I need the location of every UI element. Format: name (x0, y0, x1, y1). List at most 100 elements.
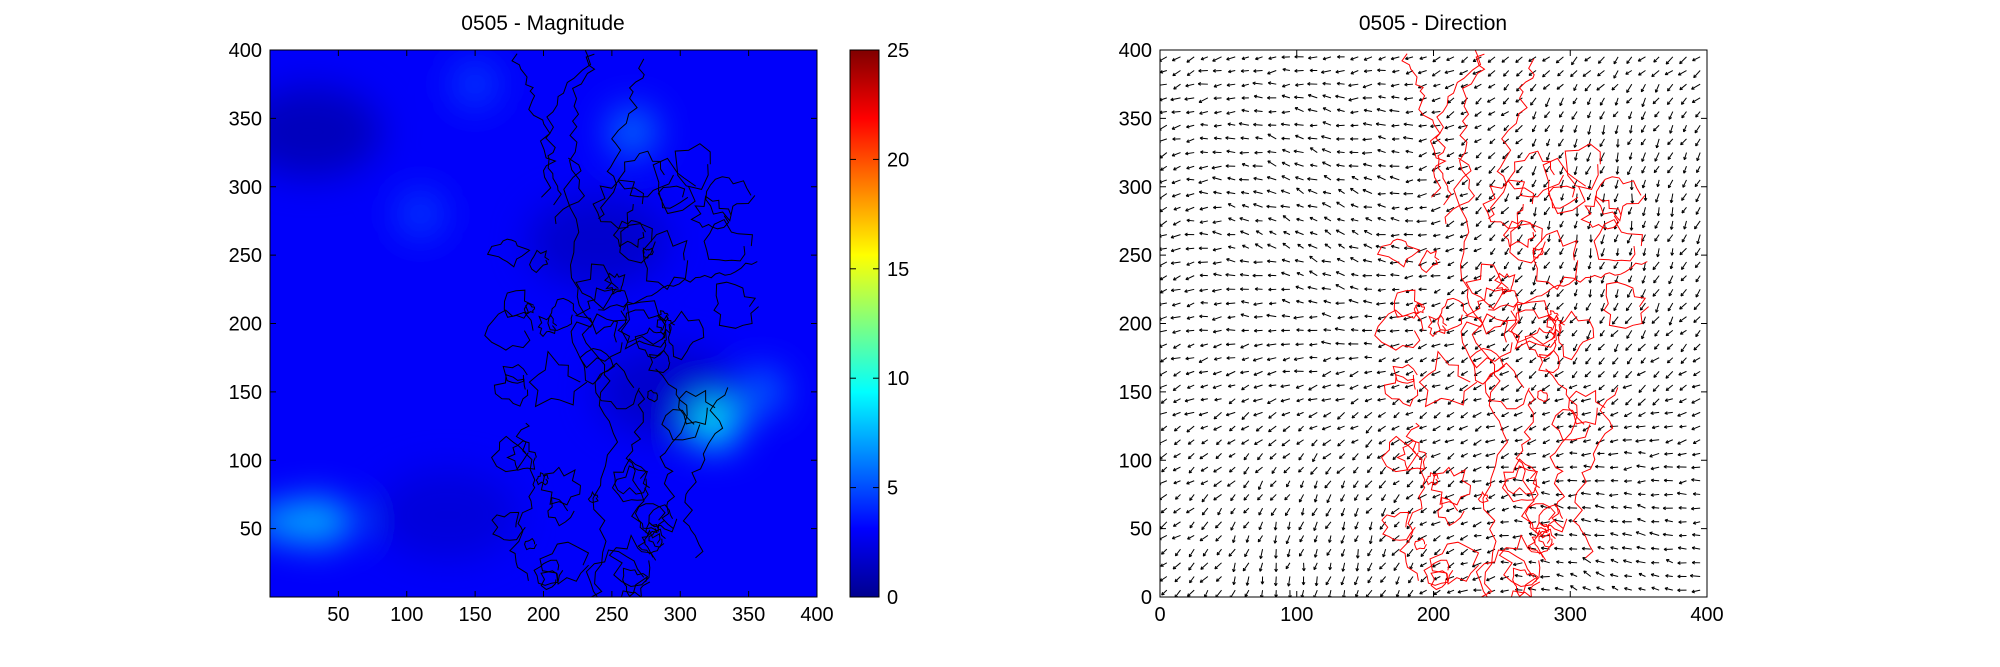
direction-arrow (1613, 70, 1619, 79)
contour-line (1393, 289, 1425, 319)
direction-arrow (1282, 452, 1291, 459)
contour-line (1376, 238, 1421, 268)
direction-arrow (1281, 161, 1291, 167)
direction-arrow (1266, 343, 1277, 347)
direction-arrow (1350, 123, 1359, 128)
direction-arrow (1595, 571, 1605, 577)
direction-arrow (1559, 248, 1564, 256)
direction-arrow (1627, 166, 1633, 176)
direction-arrow (1225, 342, 1236, 347)
direction-arrow (1656, 207, 1661, 217)
direction-arrow (1444, 384, 1455, 390)
direction-arrow (1486, 97, 1496, 103)
direction-arrow (1445, 302, 1455, 310)
direction-arrow (1211, 165, 1222, 170)
direction-arrow (1545, 330, 1551, 340)
direction-arrow (1336, 163, 1345, 168)
direction-arrow (1243, 494, 1250, 501)
direction-arrow (1258, 507, 1264, 516)
direction-arrow (1545, 152, 1551, 161)
direction-arrow (1404, 384, 1414, 389)
direction-arrow (1514, 452, 1523, 456)
direction-arrow (1471, 562, 1482, 568)
direction-arrow (1444, 83, 1455, 90)
direction-arrow (1308, 56, 1318, 60)
direction-arrow (1531, 166, 1537, 176)
direction-arrow (1377, 258, 1386, 263)
contour-line (523, 303, 536, 315)
direction-y-tick-label: 400 (1119, 40, 1152, 62)
direction-arrow (1651, 560, 1660, 565)
direction-arrow (1678, 480, 1687, 485)
contour-line (1396, 440, 1427, 471)
direction-arrow (1362, 83, 1373, 89)
direction-arrow (1420, 507, 1427, 514)
direction-arrow (1295, 285, 1304, 290)
direction-arrow (1662, 532, 1673, 537)
direction-arrow (1273, 576, 1278, 587)
direction-arrow (1321, 286, 1331, 291)
direction-arrow (1390, 56, 1400, 61)
direction-arrow (1610, 532, 1619, 536)
direction-arrow (1366, 453, 1373, 460)
direction-arrow (1475, 206, 1482, 215)
direction-arrow (1678, 370, 1687, 376)
direction-arrow (1651, 586, 1660, 591)
direction-arrow (1173, 370, 1181, 377)
direction-arrow (1460, 439, 1468, 445)
direction-arrow (1500, 493, 1509, 499)
direction-arrow (1635, 424, 1646, 429)
direction-arrow (1281, 271, 1291, 277)
direction-y-tick-label: 300 (1119, 177, 1152, 199)
direction-arrow (1546, 138, 1551, 147)
direction-arrow (1694, 220, 1701, 230)
contour-line (545, 50, 592, 206)
direction-arrow (1640, 83, 1646, 93)
direction-arrow (1313, 521, 1318, 531)
direction-arrow (1377, 203, 1386, 208)
direction-arrow (1281, 314, 1290, 318)
direction-arrow (1379, 535, 1386, 542)
direction-arrow (1173, 425, 1181, 432)
direction-arrow (1271, 466, 1277, 474)
direction-arrow (1622, 384, 1632, 389)
contour-line (528, 350, 588, 408)
direction-arrow (1667, 152, 1674, 160)
direction-arrow (1173, 398, 1181, 403)
direction-arrow (1516, 165, 1523, 174)
direction-arrow (1514, 275, 1523, 283)
direction-arrow (1294, 106, 1304, 112)
magnitude-x-tick-label: 150 (458, 604, 491, 626)
direction-arrow (1582, 70, 1592, 77)
direction-arrow (1187, 343, 1195, 348)
direction-arrow (1610, 478, 1619, 483)
direction-arrow (1187, 384, 1195, 389)
direction-arrow (1625, 70, 1633, 75)
direction-arrow (1378, 439, 1386, 445)
direction-arrow (1558, 152, 1564, 159)
direction-arrow (1295, 384, 1304, 389)
direction-arrow (1198, 165, 1208, 170)
direction-title: 0505 - Direction (1359, 12, 1507, 35)
direction-arrow (1622, 559, 1632, 564)
direction-arrow (1461, 329, 1469, 337)
direction-arrow (1665, 574, 1673, 578)
direction-arrow (1353, 480, 1359, 489)
direction-arrow (1281, 175, 1291, 181)
direction-arrow (1268, 329, 1277, 333)
direction-arrow (1433, 83, 1441, 88)
direction-arrow (1406, 453, 1414, 460)
direction-arrow (1611, 83, 1619, 91)
direction-arrow (1212, 150, 1222, 155)
direction-arrow (1600, 234, 1605, 245)
direction-arrow (1213, 412, 1222, 420)
direction-arrow (1628, 125, 1633, 134)
direction-arrow (1160, 329, 1167, 334)
direction-arrow (1573, 343, 1578, 352)
direction-arrow (1174, 548, 1181, 557)
direction-arrow (1350, 203, 1359, 208)
direction-arrow (1405, 149, 1414, 154)
direction-arrow (1597, 56, 1605, 64)
direction-arrow (1694, 124, 1701, 134)
direction-arrow (1691, 546, 1701, 550)
